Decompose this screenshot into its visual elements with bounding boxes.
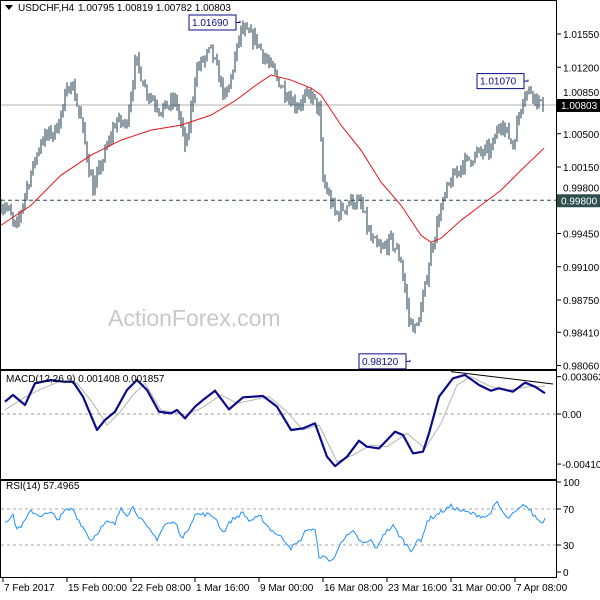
ohlc-values: 1.00795 1.00819 1.00782 1.00803 (78, 3, 231, 14)
time-axis-label: 16 Mar 08:00 (324, 583, 383, 594)
annotation-connector (236, 20, 241, 23)
current-price-label: 1.00803 (561, 101, 598, 112)
rsi-axis-label: 70 (563, 505, 575, 516)
moving-average-line (0, 74, 545, 243)
price-axis-label: 0.99100 (563, 263, 600, 274)
price-axis-label: 0.98750 (563, 296, 600, 307)
rsi-axis-label: 0 (563, 568, 569, 579)
macd-main-line (4, 373, 546, 468)
price-axis-label: 1.01550 (563, 30, 600, 41)
chart-header: USDCHF,H4 1.00795 1.00819 1.00782 1.0080… (5, 3, 231, 14)
price-axis-label: 0.99450 (563, 230, 600, 241)
annotation-connector (406, 359, 411, 362)
time-axis-label: 1 Mar 16:00 (196, 583, 250, 594)
macd-axis-label: 0.003063 (562, 373, 600, 384)
price-pane: 1.01690 1.01070 0.98120 (0, 14, 556, 370)
price-axis-label: 1.00150 (563, 163, 600, 174)
macd-pane (1, 371, 556, 468)
macd-title: MACD(12,26,9) 0.001408 0.001857 (6, 374, 165, 385)
current-price-label-bg (557, 98, 600, 112)
price-axis-label: 1.01200 (563, 63, 600, 74)
macd-axis-label: -0.004104 (562, 460, 600, 471)
annotation-label: 0.98120 (362, 357, 399, 368)
time-axis-label: 22 Feb 08:00 (132, 583, 191, 594)
time-axis-label: 7 Apr 08:00 (516, 583, 568, 594)
annotation-box (188, 14, 237, 31)
rsi-pane-frame (0, 480, 557, 578)
annotation-box (476, 73, 525, 90)
macd-signal-line (4, 376, 545, 463)
level-label: 0.99800 (561, 196, 598, 207)
annotation-label: 1.01690 (192, 18, 229, 29)
rsi-title: RSI(14) 57.4965 (6, 481, 80, 492)
watermark: ActionForex.com (108, 305, 281, 331)
price-axis-label: 0.98060 (563, 362, 600, 373)
level-label-bg (557, 194, 600, 208)
price-axis-label: 0.99800 (563, 183, 600, 194)
price-pane-frame (0, 0, 557, 370)
annotation-box (358, 353, 407, 370)
macd-pane-frame (0, 370, 557, 480)
time-axis-label: 9 Mar 00:00 (260, 583, 314, 594)
time-axis-label: 23 Mar 16:00 (388, 583, 447, 594)
symbol-label: USDCHF,H4 (18, 3, 75, 14)
annotation-connector (524, 79, 529, 82)
price-axis-label: 1.00500 (563, 130, 600, 141)
rsi-line (4, 500, 546, 562)
price-axis-label: 0.98410 (563, 328, 600, 339)
time-axis-label: 15 Feb 00:00 (68, 583, 127, 594)
time-axis-label: 7 Feb 2017 (4, 583, 55, 594)
rsi-pane (1, 500, 556, 562)
time-axis-label: 31 Mar 00:00 (452, 583, 511, 594)
rsi-axis-label: 100 (563, 478, 580, 489)
annotation-label: 1.01070 (480, 77, 517, 88)
macd-axis-label: 0.00 (562, 410, 582, 421)
macd-trendline (450, 371, 554, 385)
rsi-axis-label: 30 (563, 541, 575, 552)
price-axis-label: 1.00850 (563, 88, 600, 99)
dropdown-triangle-icon[interactable] (5, 5, 13, 10)
